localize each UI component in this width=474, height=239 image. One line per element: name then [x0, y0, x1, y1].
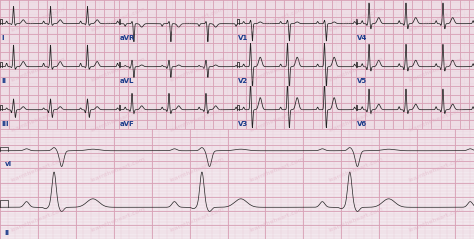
Text: learntheheart.com: learntheheart.com: [408, 6, 464, 33]
Text: learntheheart.com: learntheheart.com: [90, 6, 146, 33]
Text: learntheheart.com: learntheheart.com: [328, 56, 384, 83]
Text: learntheheart.com: learntheheart.com: [90, 206, 146, 233]
Text: III: III: [1, 121, 9, 127]
Text: learntheheart.com: learntheheart.com: [10, 6, 66, 33]
Text: learntheheart.com: learntheheart.com: [169, 56, 225, 83]
Text: learntheheart.com: learntheheart.com: [169, 6, 225, 33]
Text: II: II: [5, 230, 10, 236]
Text: learntheheart.com: learntheheart.com: [10, 56, 66, 83]
Text: learntheheart.com: learntheheart.com: [249, 106, 305, 133]
Text: learntheheart.com: learntheheart.com: [408, 106, 464, 133]
Text: learntheheart.com: learntheheart.com: [408, 156, 464, 183]
Text: V2: V2: [238, 78, 248, 84]
Text: learntheheart.com: learntheheart.com: [328, 106, 384, 133]
Text: learntheheart.com: learntheheart.com: [249, 206, 305, 233]
Text: learntheheart.com: learntheheart.com: [10, 156, 66, 183]
Text: learntheheart.com: learntheheart.com: [90, 156, 146, 183]
Text: V1: V1: [238, 35, 248, 41]
Text: V4: V4: [356, 35, 367, 41]
Text: V6: V6: [356, 121, 367, 127]
Text: aVF: aVF: [119, 121, 135, 127]
Text: learntheheart.com: learntheheart.com: [90, 56, 146, 83]
Text: learntheheart.com: learntheheart.com: [10, 206, 66, 233]
Text: learntheheart.com: learntheheart.com: [249, 56, 305, 83]
Text: vI: vI: [5, 161, 12, 167]
Text: aVL: aVL: [119, 78, 134, 84]
Text: learntheheart.com: learntheheart.com: [249, 6, 305, 33]
Text: I: I: [1, 35, 4, 41]
Text: learntheheart.com: learntheheart.com: [328, 206, 384, 233]
Text: learntheheart.com: learntheheart.com: [90, 106, 146, 133]
Text: learntheheart.com: learntheheart.com: [169, 206, 225, 233]
Text: V5: V5: [356, 78, 367, 84]
Text: learntheheart.com: learntheheart.com: [169, 156, 225, 183]
Text: II: II: [1, 78, 6, 84]
Text: learntheheart.com: learntheheart.com: [169, 106, 225, 133]
Text: learntheheart.com: learntheheart.com: [249, 156, 305, 183]
Text: learntheheart.com: learntheheart.com: [408, 56, 464, 83]
Text: learntheheart.com: learntheheart.com: [328, 156, 384, 183]
Text: learntheheart.com: learntheheart.com: [408, 206, 464, 233]
Text: V3: V3: [238, 121, 248, 127]
Text: learntheheart.com: learntheheart.com: [328, 6, 384, 33]
Text: learntheheart.com: learntheheart.com: [10, 106, 66, 133]
Text: aVR: aVR: [119, 35, 135, 41]
